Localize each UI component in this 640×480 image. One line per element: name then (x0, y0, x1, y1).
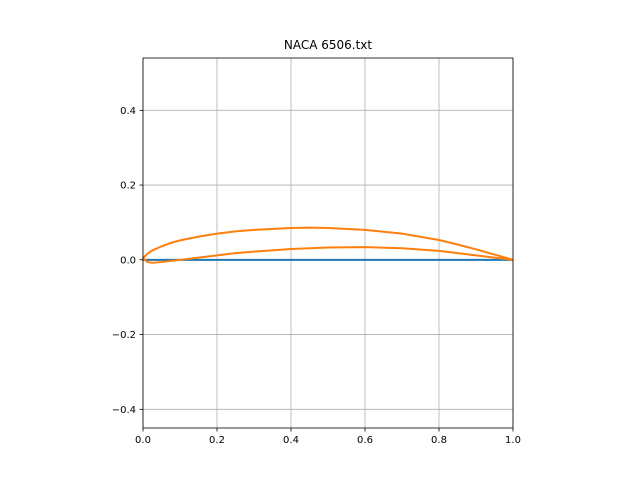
x-tick-label: 0.6 (357, 435, 373, 446)
chart-title: NACA 6506.txt (284, 38, 373, 52)
x-tick-label: 0.4 (283, 435, 299, 446)
y-tick-label: −0.4 (112, 405, 136, 416)
y-tick-label: 0.0 (120, 255, 136, 266)
series-layer (142, 226, 514, 264)
x-tick-label: 0.2 (209, 435, 225, 446)
x-tick-label: 0.8 (431, 435, 447, 446)
ticks: 0.0 0.2 0.4 0.6 0.8 1.0 −0.4 −0.2 0.0 0.2 0.4 (112, 106, 521, 446)
y-tick-label: −0.2 (112, 330, 136, 341)
y-tick-label: 0.4 (120, 106, 136, 117)
axes-frame (142, 57, 514, 429)
x-tick-label: 1.0 (505, 435, 521, 446)
x-tick-label: 0.0 (135, 435, 151, 446)
y-tick-label: 0.2 (120, 181, 136, 192)
axes-background (143, 58, 513, 428)
airfoil-outline (142, 226, 514, 264)
